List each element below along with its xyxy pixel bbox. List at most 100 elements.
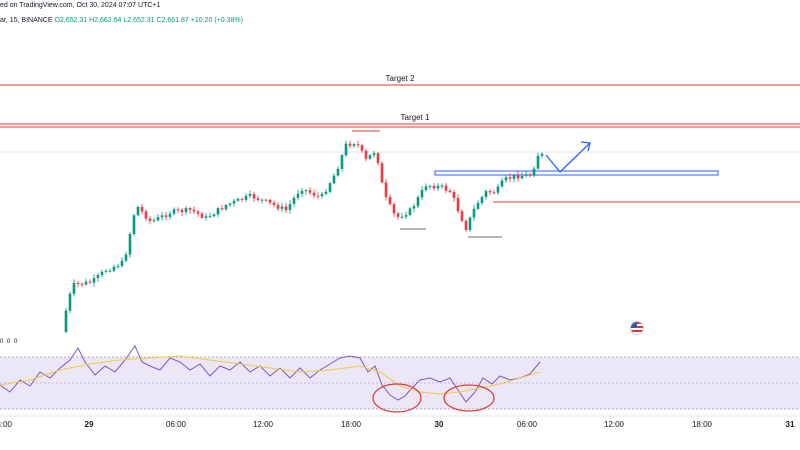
candle-body bbox=[456, 197, 460, 212]
target-2-label: Target 2 bbox=[386, 74, 415, 83]
candle-body bbox=[240, 198, 244, 200]
highlight-circle-2 bbox=[443, 384, 495, 412]
candle-body bbox=[168, 213, 172, 217]
candle-down bbox=[240, 197, 244, 203]
candle-down bbox=[460, 208, 464, 223]
candle-body bbox=[408, 208, 412, 215]
candle-up bbox=[208, 212, 212, 218]
candle-up bbox=[296, 190, 300, 201]
candle-down bbox=[268, 198, 272, 206]
candle-down bbox=[488, 189, 492, 196]
symbol-ohlc-bar: ar, 15, BINANCE O2,652.31 H2,662.64 L2,6… bbox=[0, 17, 243, 24]
candle-body bbox=[512, 175, 516, 179]
candles[interactable] bbox=[64, 140, 544, 334]
candle-body bbox=[504, 177, 508, 181]
candle-body bbox=[248, 193, 252, 196]
candle-body bbox=[500, 180, 504, 187]
candle-body bbox=[212, 214, 216, 217]
candle-down bbox=[196, 210, 200, 217]
candle-up bbox=[96, 272, 100, 282]
candle-down bbox=[276, 202, 280, 212]
candle-down bbox=[76, 281, 80, 288]
candle-down bbox=[308, 187, 312, 195]
candle-up bbox=[248, 190, 252, 199]
candle-up bbox=[260, 198, 264, 204]
candle-up bbox=[324, 188, 328, 196]
candle-down bbox=[176, 207, 180, 213]
candle-body bbox=[372, 153, 376, 156]
candle-body bbox=[132, 215, 136, 235]
candle-up bbox=[536, 152, 540, 170]
candle-body bbox=[108, 270, 112, 272]
candle-up bbox=[420, 186, 424, 201]
candle-up bbox=[368, 154, 372, 160]
candle-up bbox=[468, 216, 472, 232]
candle-down bbox=[456, 194, 460, 214]
candle-down bbox=[444, 183, 448, 194]
candle-body bbox=[324, 191, 328, 195]
candle-up bbox=[480, 195, 484, 206]
ohlc-open: O2,652.31 bbox=[54, 17, 88, 24]
candle-body bbox=[528, 174, 532, 176]
candle-up bbox=[292, 195, 296, 208]
candle-down bbox=[392, 202, 396, 217]
us-flag-icon[interactable] bbox=[631, 322, 643, 334]
candle-up bbox=[116, 263, 120, 269]
candle-body bbox=[312, 192, 316, 196]
x-tick-label: 18:00 bbox=[341, 420, 362, 429]
candle-body bbox=[120, 260, 124, 267]
candle-down bbox=[364, 148, 368, 162]
candle-body bbox=[76, 282, 80, 284]
candle-body bbox=[316, 195, 320, 197]
candle-body bbox=[116, 266, 120, 268]
candle-down bbox=[88, 279, 92, 285]
candle-up bbox=[400, 212, 404, 220]
candle-body bbox=[92, 278, 96, 283]
candle-up bbox=[72, 279, 76, 297]
candle-down bbox=[80, 282, 84, 287]
candle-up bbox=[440, 183, 444, 190]
candle-body bbox=[536, 155, 540, 169]
candle-body bbox=[192, 209, 196, 212]
candle-up bbox=[236, 197, 240, 202]
candle-up bbox=[160, 212, 164, 221]
candle-body bbox=[148, 218, 152, 221]
candle-down bbox=[148, 216, 152, 225]
candle-body bbox=[172, 209, 176, 214]
candle-body bbox=[464, 220, 468, 230]
annotations bbox=[545, 141, 591, 173]
candle-body bbox=[252, 193, 256, 199]
candle-body bbox=[468, 217, 472, 230]
candle-body bbox=[72, 282, 76, 294]
candle-body bbox=[472, 208, 476, 218]
candle-body bbox=[328, 183, 332, 192]
candle-down bbox=[200, 211, 204, 219]
candle-body bbox=[204, 216, 208, 218]
candle-up bbox=[336, 166, 340, 177]
candle-body bbox=[80, 283, 84, 285]
candle-body bbox=[160, 215, 164, 218]
x-tick-label: 31 bbox=[786, 420, 795, 429]
x-tick-label: 12:00 bbox=[253, 420, 274, 429]
candle-down bbox=[376, 151, 380, 166]
candle-body bbox=[340, 155, 344, 169]
candle-body bbox=[244, 195, 248, 200]
x-tick-label: 06:00 bbox=[517, 420, 538, 429]
candle-body bbox=[364, 150, 368, 159]
candle-up bbox=[68, 291, 72, 314]
candle-up bbox=[304, 188, 308, 195]
candle-body bbox=[104, 270, 108, 272]
rsi-ma-line bbox=[0, 355, 541, 395]
candle-up bbox=[520, 172, 524, 180]
candle-up bbox=[184, 205, 188, 215]
ohlc-close: C2,661.87 bbox=[156, 17, 189, 24]
candle-body bbox=[400, 216, 404, 218]
ohlc-high: H2,662.64 bbox=[89, 17, 122, 24]
candle-up bbox=[124, 252, 128, 263]
candle-body bbox=[540, 153, 544, 156]
candle-up bbox=[224, 203, 228, 212]
candle-body bbox=[68, 293, 72, 311]
published-info: ed on TradingView.com, Oct 30, 2024 07:0… bbox=[0, 2, 161, 9]
candle-body bbox=[128, 234, 132, 255]
